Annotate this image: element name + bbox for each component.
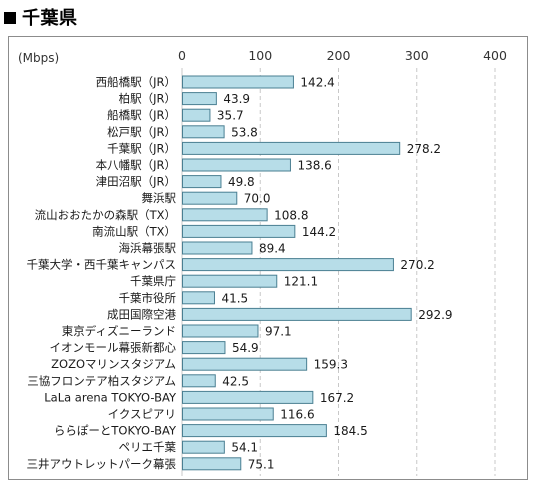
value-label: 108.8 [274,208,308,222]
page-title: 千葉県 [22,8,78,29]
x-tick-label: 100 [248,48,272,63]
value-label: 54.9 [232,341,259,355]
value-label: 49.8 [228,175,255,189]
category-label: 西船橋駅（JR） [96,75,176,89]
value-label: 121.1 [284,275,318,289]
bar [182,291,215,305]
category-label: 海浜幕張駅 [119,241,177,255]
category-label: 東京ディズニーランド [62,324,176,338]
bar [182,158,291,172]
bar [182,357,308,371]
x-tick-label: 0 [178,48,186,63]
category-label: 千葉市役所 [119,291,177,305]
value-label: 138.6 [297,159,331,173]
category-label: 舞浜駅 [142,191,177,205]
value-labels: 142.4 43.9 35.7 53.8 278.2 138.6 49.8 70.0108.8… [217,76,453,472]
category-label: 津田沼駅（JR） [96,175,176,189]
category-label: 成田国際空港 [107,307,176,321]
category-label: 三井アウトレットパーク幕張 [27,457,177,471]
value-label: 43.9 [223,92,250,106]
category-label: 三協フロンテア柏スタジアム [27,374,176,388]
chart-frame [8,36,528,480]
value-label: 167.2 [320,391,354,405]
bar [182,141,401,155]
category-label: 千葉県庁 [130,274,176,288]
bar [182,341,226,355]
square-bullet-icon [4,11,16,24]
value-label: 75.1 [248,457,275,471]
value-label: 278.2 [407,142,441,156]
bar [182,241,253,255]
bar [182,457,242,471]
bar [182,374,216,388]
category-label: 柏駅（JR） [119,92,176,106]
category-labels: 西船橋駅（JR） 柏駅（JR） 船橋駅（JR） 松戸駅（JR） 千葉駅（JR） 本八幡駅（… [27,75,177,471]
value-label: 184.5 [333,424,367,438]
bars [182,75,412,471]
bar [182,92,217,106]
value-label: 159.3 [314,358,348,372]
value-label: 270.2 [400,258,434,272]
title-row: 千葉県 [4,4,78,30]
category-label: 本八幡駅（JR） [96,158,176,172]
category-label: ZOZOマリンスタジアム [51,357,176,371]
bar [182,108,211,122]
category-label: 船橋駅（JR） [107,108,176,122]
category-label: 南流山駅（TX） [92,224,176,238]
value-label: 35.7 [217,109,244,123]
category-label: イクスピアリ [108,407,176,421]
value-label: 116.6 [280,408,314,422]
category-label: ららぽーとTOKYO-BAY [54,424,177,438]
bar [182,224,296,238]
value-label: 142.4 [300,76,334,90]
bar [182,390,314,404]
category-label: 千葉大学・西千葉キャンパス [27,258,177,272]
category-label: 千葉駅（JR） [107,141,176,155]
bar [182,208,268,222]
bar [182,407,274,421]
value-label: 70.0 [244,192,271,206]
category-label: ペリエ千葉 [119,440,177,454]
bar [182,258,394,272]
x-axis-ticks: 0 100 200 300 400 [178,48,507,63]
category-label: イオンモール幕張新都心 [50,341,177,355]
x-tick-label: 400 [483,48,507,63]
category-label: 松戸駅（JR） [107,125,176,139]
bar [182,324,259,338]
value-label: 42.5 [222,374,249,388]
category-label: LaLa arena TOKYO-BAY [44,390,177,404]
value-label: 53.8 [231,125,258,139]
bar [182,191,238,205]
value-label: 292.9 [418,308,452,322]
value-label: 97.1 [265,325,292,339]
category-label: 流山おおたかの森駅（TX） [35,208,176,222]
value-label: 89.4 [259,242,286,256]
x-tick-label: 200 [327,48,351,63]
bar [182,175,222,189]
bar [182,440,225,454]
x-tick-label: 300 [405,48,429,63]
bar [182,424,327,438]
value-label: 54.1 [231,441,258,455]
bar [182,75,294,89]
bar [182,274,278,288]
bar [182,125,225,139]
unit-label: (Mbps) [18,51,59,65]
bar [182,307,412,321]
value-label: 144.2 [302,225,336,239]
value-label: 41.5 [221,291,248,305]
